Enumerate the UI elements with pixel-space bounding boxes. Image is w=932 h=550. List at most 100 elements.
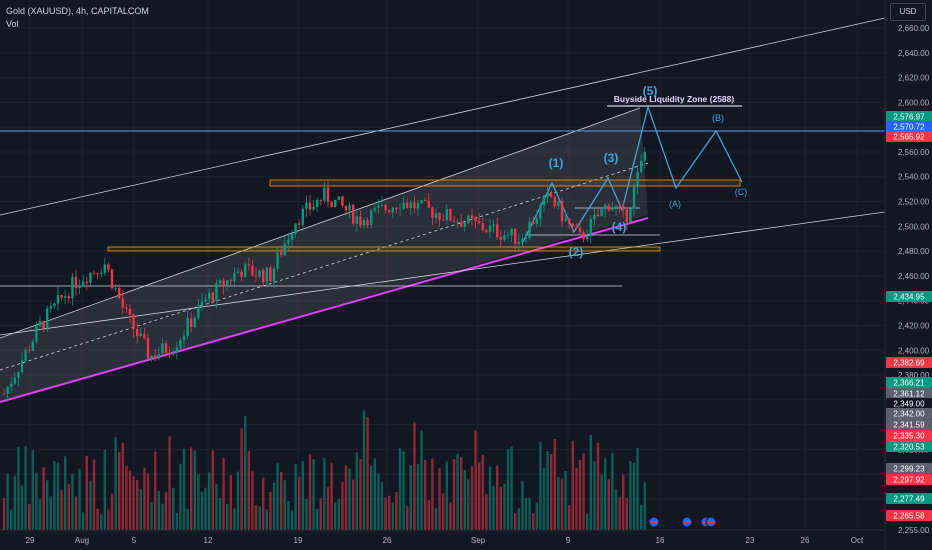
price-badge (886, 388, 932, 399)
volume-bar (398, 448, 402, 530)
volume-bar (427, 500, 430, 530)
volume-bar (2, 497, 6, 530)
candle-body (337, 196, 340, 200)
volume-bar (323, 458, 326, 530)
candle-body (17, 372, 20, 378)
candle-body (31, 341, 34, 351)
volume-bar (236, 471, 240, 530)
candle-body (542, 196, 546, 206)
candle-body (204, 299, 207, 302)
price-badge-label: 2,335.30 (893, 432, 925, 441)
candle-body (600, 209, 603, 217)
candle-body (496, 224, 499, 238)
volume-bar (175, 512, 178, 530)
volume-bar (496, 465, 499, 530)
channel-upper-line (0, 107, 641, 339)
volume-bar (474, 430, 477, 530)
volume-bar (348, 468, 351, 530)
volume-bar (233, 508, 236, 530)
candle-body (186, 318, 189, 336)
candle-body (582, 232, 585, 239)
price-tick-label: 2,660.00 (898, 24, 930, 33)
candle-body (352, 204, 355, 224)
candle-body (226, 280, 229, 287)
volume-bar (276, 463, 279, 530)
resistance-zone (269, 179, 741, 187)
volume-bar (359, 459, 362, 530)
candle-body (197, 305, 200, 318)
candle-body (283, 243, 286, 256)
volume-bar (568, 505, 571, 530)
volume-bar (341, 481, 344, 530)
volume-bar (150, 502, 153, 530)
candle-body (377, 205, 380, 208)
candle-body (416, 203, 420, 209)
volume-bar (121, 442, 124, 530)
price-badge-label: 2,361.12 (893, 390, 925, 399)
volume-bar (125, 465, 128, 530)
candle-body (132, 314, 135, 330)
candle-body (420, 199, 423, 204)
corrective-wave-label: (C) (735, 187, 748, 197)
time-tick-label: 16 (656, 536, 665, 545)
volume-bar (308, 454, 312, 530)
price-badge-label: 2,565.92 (893, 133, 925, 142)
volume-bar (56, 462, 60, 530)
candle-body (254, 275, 258, 277)
candle-body (244, 264, 247, 278)
volume-bar (193, 450, 196, 530)
volume-bar (521, 480, 524, 530)
volume-bar (298, 476, 301, 530)
candle-body (121, 298, 124, 308)
price-badge-label: 2,320.53 (893, 443, 925, 452)
price-badge (886, 131, 932, 142)
candle-body (2, 393, 6, 395)
time-tick-label: Aug (75, 536, 89, 545)
time-tick-label: Oct (851, 536, 864, 545)
volume-bar (452, 459, 456, 530)
candle-body (294, 223, 297, 234)
price-badge (886, 398, 932, 409)
candle-body (380, 204, 384, 206)
candle-body (398, 208, 402, 210)
candle-body (442, 219, 445, 221)
candle-body (190, 318, 193, 327)
candle-body (460, 221, 463, 227)
volume-bar (218, 497, 222, 530)
support-zone (107, 246, 661, 252)
channel-fill (0, 108, 648, 402)
candle-body (434, 213, 438, 218)
volume-bar (510, 446, 513, 530)
candle-body (373, 207, 376, 211)
volume-bar (38, 499, 42, 530)
volume-bar (215, 484, 218, 530)
corrective-wave-label: (A) (669, 199, 681, 209)
volume-bar (290, 510, 294, 530)
volume-bar (190, 447, 193, 530)
volume-bar (17, 447, 20, 530)
volume-bar (114, 437, 117, 530)
candle-body (546, 192, 549, 197)
price-axis-bg (885, 0, 932, 550)
candle-body (96, 272, 99, 274)
volume-bar (103, 449, 106, 530)
candle-body (92, 272, 96, 274)
volume-bar (344, 465, 348, 530)
candle-body (553, 196, 556, 206)
volume-bar (366, 416, 369, 530)
candle-body (614, 206, 618, 208)
candle-body (391, 207, 394, 213)
volume-bar (517, 508, 520, 530)
volume-bar (575, 467, 578, 530)
volume-bar (470, 466, 474, 530)
volume-bar (424, 459, 427, 530)
volume-bar (247, 451, 250, 530)
candle-body (625, 209, 628, 223)
candle-body (49, 306, 52, 309)
currency-button[interactable]: USD (890, 3, 926, 21)
time-tick-label: Sep (471, 536, 486, 545)
candle-body (118, 288, 121, 299)
volume-bar (168, 436, 171, 530)
candle-body (596, 214, 600, 217)
